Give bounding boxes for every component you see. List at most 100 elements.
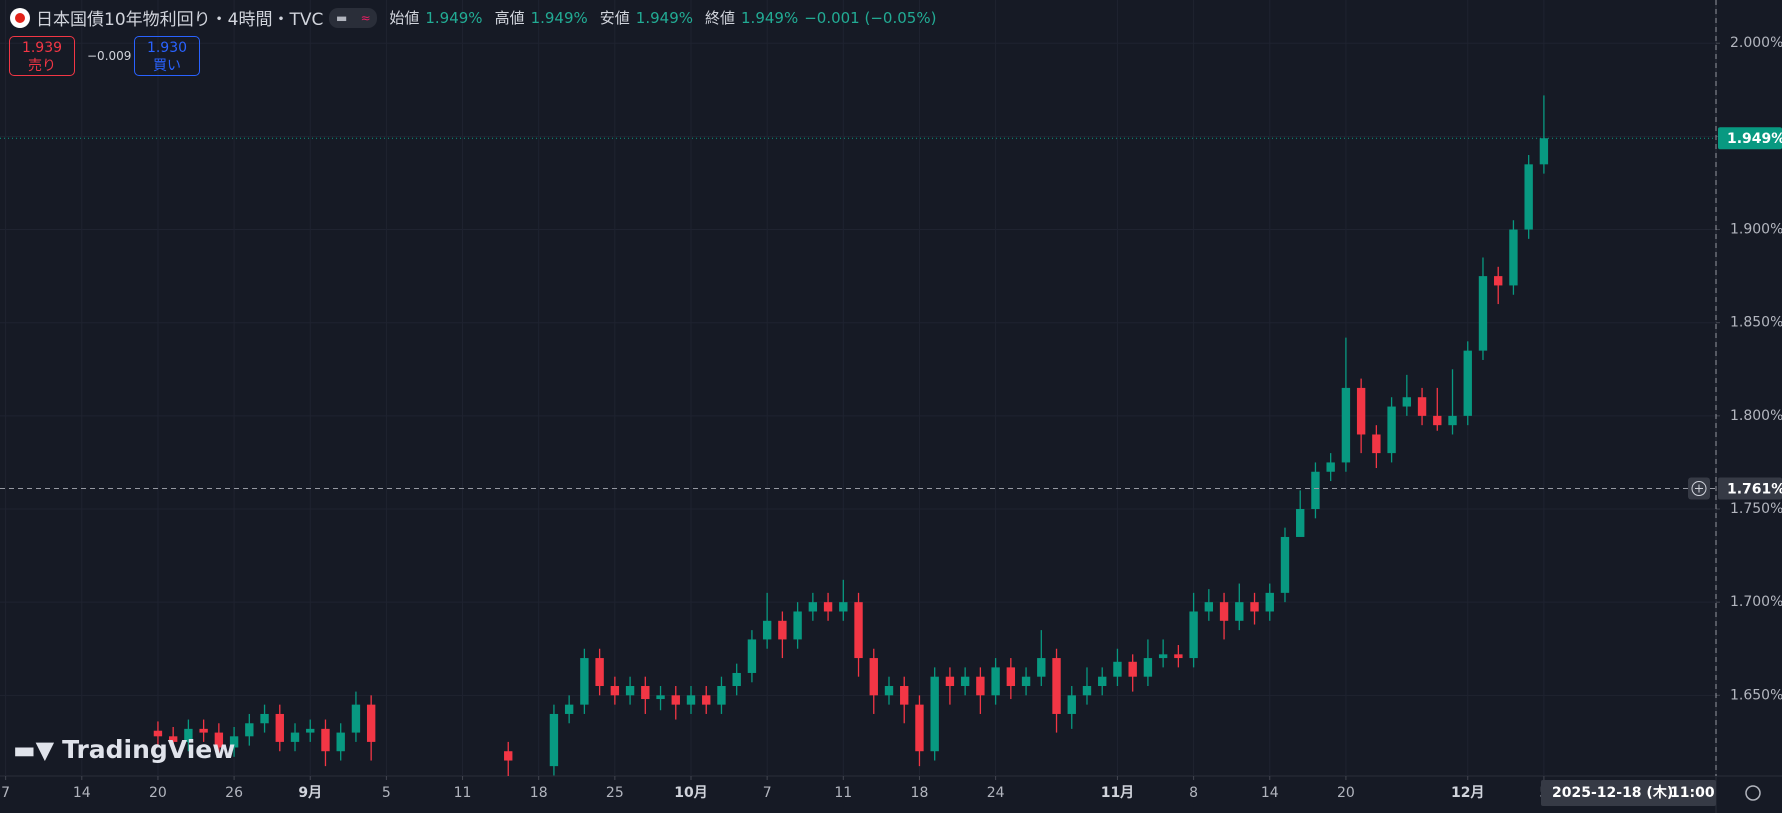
y-tick-label: 1.850% — [1730, 315, 1782, 331]
x-tick-label: 26 — [225, 785, 243, 801]
candle-body — [976, 676, 985, 696]
buy-button[interactable]: 1.930 買い — [134, 36, 200, 76]
sell-price: 1.939 — [21, 40, 63, 56]
candle-body — [1128, 661, 1137, 677]
candle-body — [260, 713, 269, 724]
candle-body — [945, 676, 955, 687]
x-tick-label: 12月 — [1451, 785, 1484, 801]
candle-body — [1509, 229, 1518, 286]
candle-body — [1296, 509, 1305, 537]
candle-body — [1417, 397, 1427, 416]
candle-body — [1098, 676, 1107, 687]
candle-body — [229, 736, 239, 748]
x-tick-label: 5 — [382, 785, 391, 801]
candle-body — [793, 611, 802, 640]
sell-button[interactable]: 1.939 売り — [9, 36, 75, 76]
candle-body — [762, 620, 772, 640]
candle-body — [1250, 602, 1259, 612]
high-label: 高値 — [494, 9, 525, 27]
crosshair-time: 11:00 — [1670, 785, 1715, 801]
candle-body — [732, 672, 741, 687]
candle-body — [747, 639, 757, 673]
symbol-title[interactable]: 日本国債10年物利回り・4時間・TVC — [36, 10, 324, 30]
x-tick-label: 10月 — [674, 785, 707, 801]
crosshair-date-tag — [1541, 780, 1716, 806]
candle-body — [900, 686, 909, 705]
toggle[interactable]: ▬ ≈ — [329, 7, 378, 28]
crosshair-price-label: 1.761% — [1727, 482, 1782, 498]
candle-body — [869, 658, 878, 696]
candle-body — [1235, 602, 1244, 621]
close-value: 1.949% — [741, 8, 799, 27]
x-tick-label: 24 — [987, 785, 1005, 801]
candle-body — [153, 730, 163, 737]
candle-body — [580, 658, 589, 705]
candle-body — [1158, 654, 1168, 659]
candle-body — [1006, 667, 1016, 687]
candle-body — [1280, 536, 1290, 593]
x-tick-label: 8 — [1189, 785, 1198, 801]
candle-body — [1356, 387, 1366, 435]
last-price-label: 1.949% — [1727, 131, 1782, 147]
candle-body — [656, 695, 665, 700]
x-tick-label: 20 — [1337, 785, 1355, 801]
candle-body — [549, 713, 559, 767]
candle-body — [1265, 592, 1274, 612]
buy-price: 1.930 — [146, 40, 188, 56]
candle-body — [1494, 276, 1503, 286]
candle-body — [1082, 686, 1092, 696]
candle-body — [915, 704, 924, 752]
x-tick-label: 14 — [1261, 785, 1279, 801]
sell-label: 売り — [28, 58, 56, 74]
candle-body — [1433, 415, 1442, 426]
x-tick-label: 14 — [73, 785, 91, 801]
candle-body — [930, 676, 939, 752]
logo-text: TradingView — [62, 735, 236, 764]
candle-body — [290, 732, 300, 742]
x-tick-label: 9月 — [298, 785, 322, 801]
x-tick-label: 18 — [530, 785, 548, 801]
low-label: 安値 — [599, 9, 630, 27]
candle-body — [991, 667, 1000, 696]
candle-body — [1387, 406, 1396, 454]
add-icon — [1695, 484, 1703, 493]
candle-body — [625, 686, 635, 696]
candle-body — [306, 728, 315, 733]
candle-body — [275, 713, 284, 742]
candle-body — [214, 732, 224, 748]
candle-body — [808, 602, 818, 612]
candle-body — [1189, 611, 1198, 659]
candle-body — [245, 723, 254, 737]
y-tick-label: 1.650% — [1730, 687, 1782, 703]
candle-body — [1463, 350, 1472, 416]
candle-body — [1539, 138, 1549, 165]
buy-label: 買い — [153, 58, 181, 74]
settings-icon — [1745, 785, 1761, 801]
logo[interactable]: ▬▼ TradingView — [13, 735, 236, 764]
candle-body — [839, 602, 848, 612]
y-tick-label: 1.750% — [1730, 501, 1782, 517]
close-label: 終値 — [705, 9, 736, 27]
candle-body — [823, 602, 833, 612]
y-tick-label: 1.700% — [1730, 594, 1782, 610]
flag-icon — [10, 7, 30, 28]
x-tick-label: 7 — [1, 785, 10, 801]
candle-body — [778, 620, 787, 640]
candle-body — [1524, 164, 1533, 230]
x-tick-label: 7 — [763, 785, 772, 801]
candle-body — [1037, 658, 1046, 677]
candle-body — [366, 704, 376, 742]
candle-body — [351, 704, 361, 733]
x-tick-label: 25 — [606, 785, 624, 801]
candle-body — [199, 728, 208, 733]
open-value: 1.949% — [425, 8, 483, 27]
crosshair-date: 2025-12-18 (木) — [1552, 784, 1673, 801]
last-price-tag — [1718, 127, 1782, 150]
y-tick-label: 1.900% — [1730, 222, 1782, 238]
candle-body — [184, 728, 193, 742]
spread: −0.009 — [87, 49, 132, 63]
candle-body — [336, 732, 345, 752]
candle-body — [702, 695, 711, 705]
candle-body — [1448, 415, 1457, 426]
